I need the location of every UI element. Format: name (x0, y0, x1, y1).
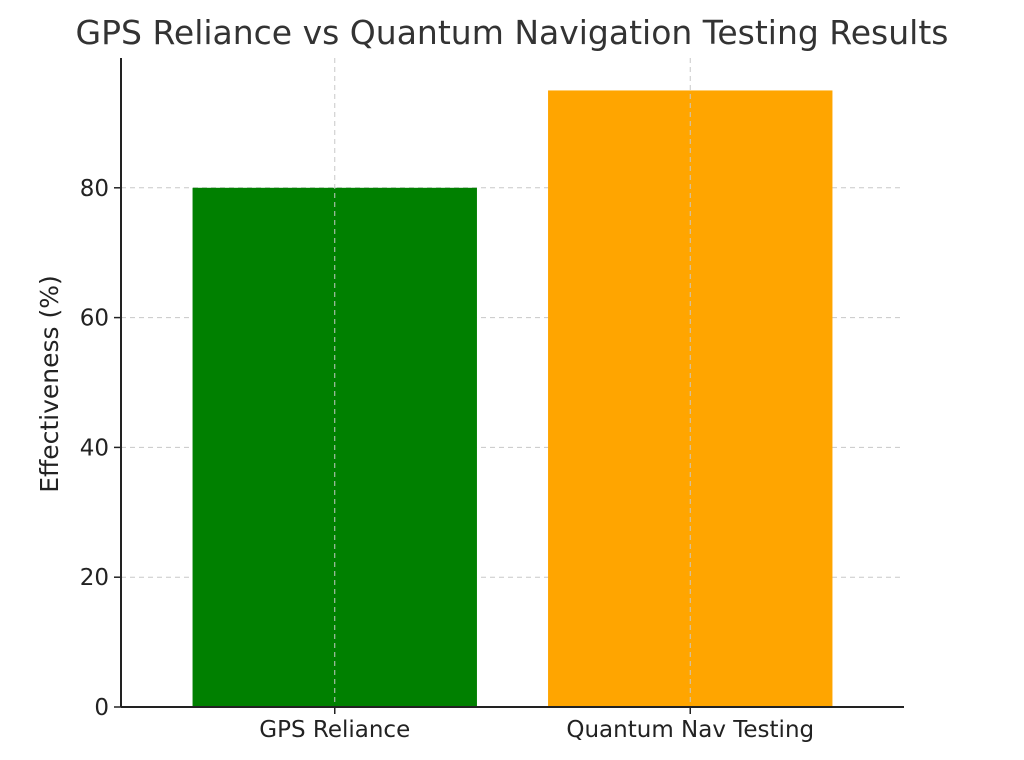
y-tick-label: 0 (94, 695, 109, 721)
chart-title: GPS Reliance vs Quantum Navigation Testi… (76, 13, 949, 52)
x-tick-label: Quantum Nav Testing (566, 717, 814, 743)
ticks-layer: 0 20 40 60 80 GPS Reliance Quantum Nav Testing (80, 176, 814, 743)
y-tick-label: 80 (80, 176, 109, 202)
y-axis-label: Effectiveness (%) (35, 275, 64, 493)
bar-quantum-nav-testing (548, 90, 833, 707)
x-tick-label: GPS Reliance (259, 717, 410, 743)
bars-layer (192, 90, 833, 708)
vertical-grid-layer (334, 58, 691, 707)
y-tick-label: 20 (80, 565, 109, 591)
y-tick-label: 40 (80, 435, 109, 461)
axes-layer (120, 58, 904, 708)
y-tick-label: 60 (80, 306, 109, 332)
